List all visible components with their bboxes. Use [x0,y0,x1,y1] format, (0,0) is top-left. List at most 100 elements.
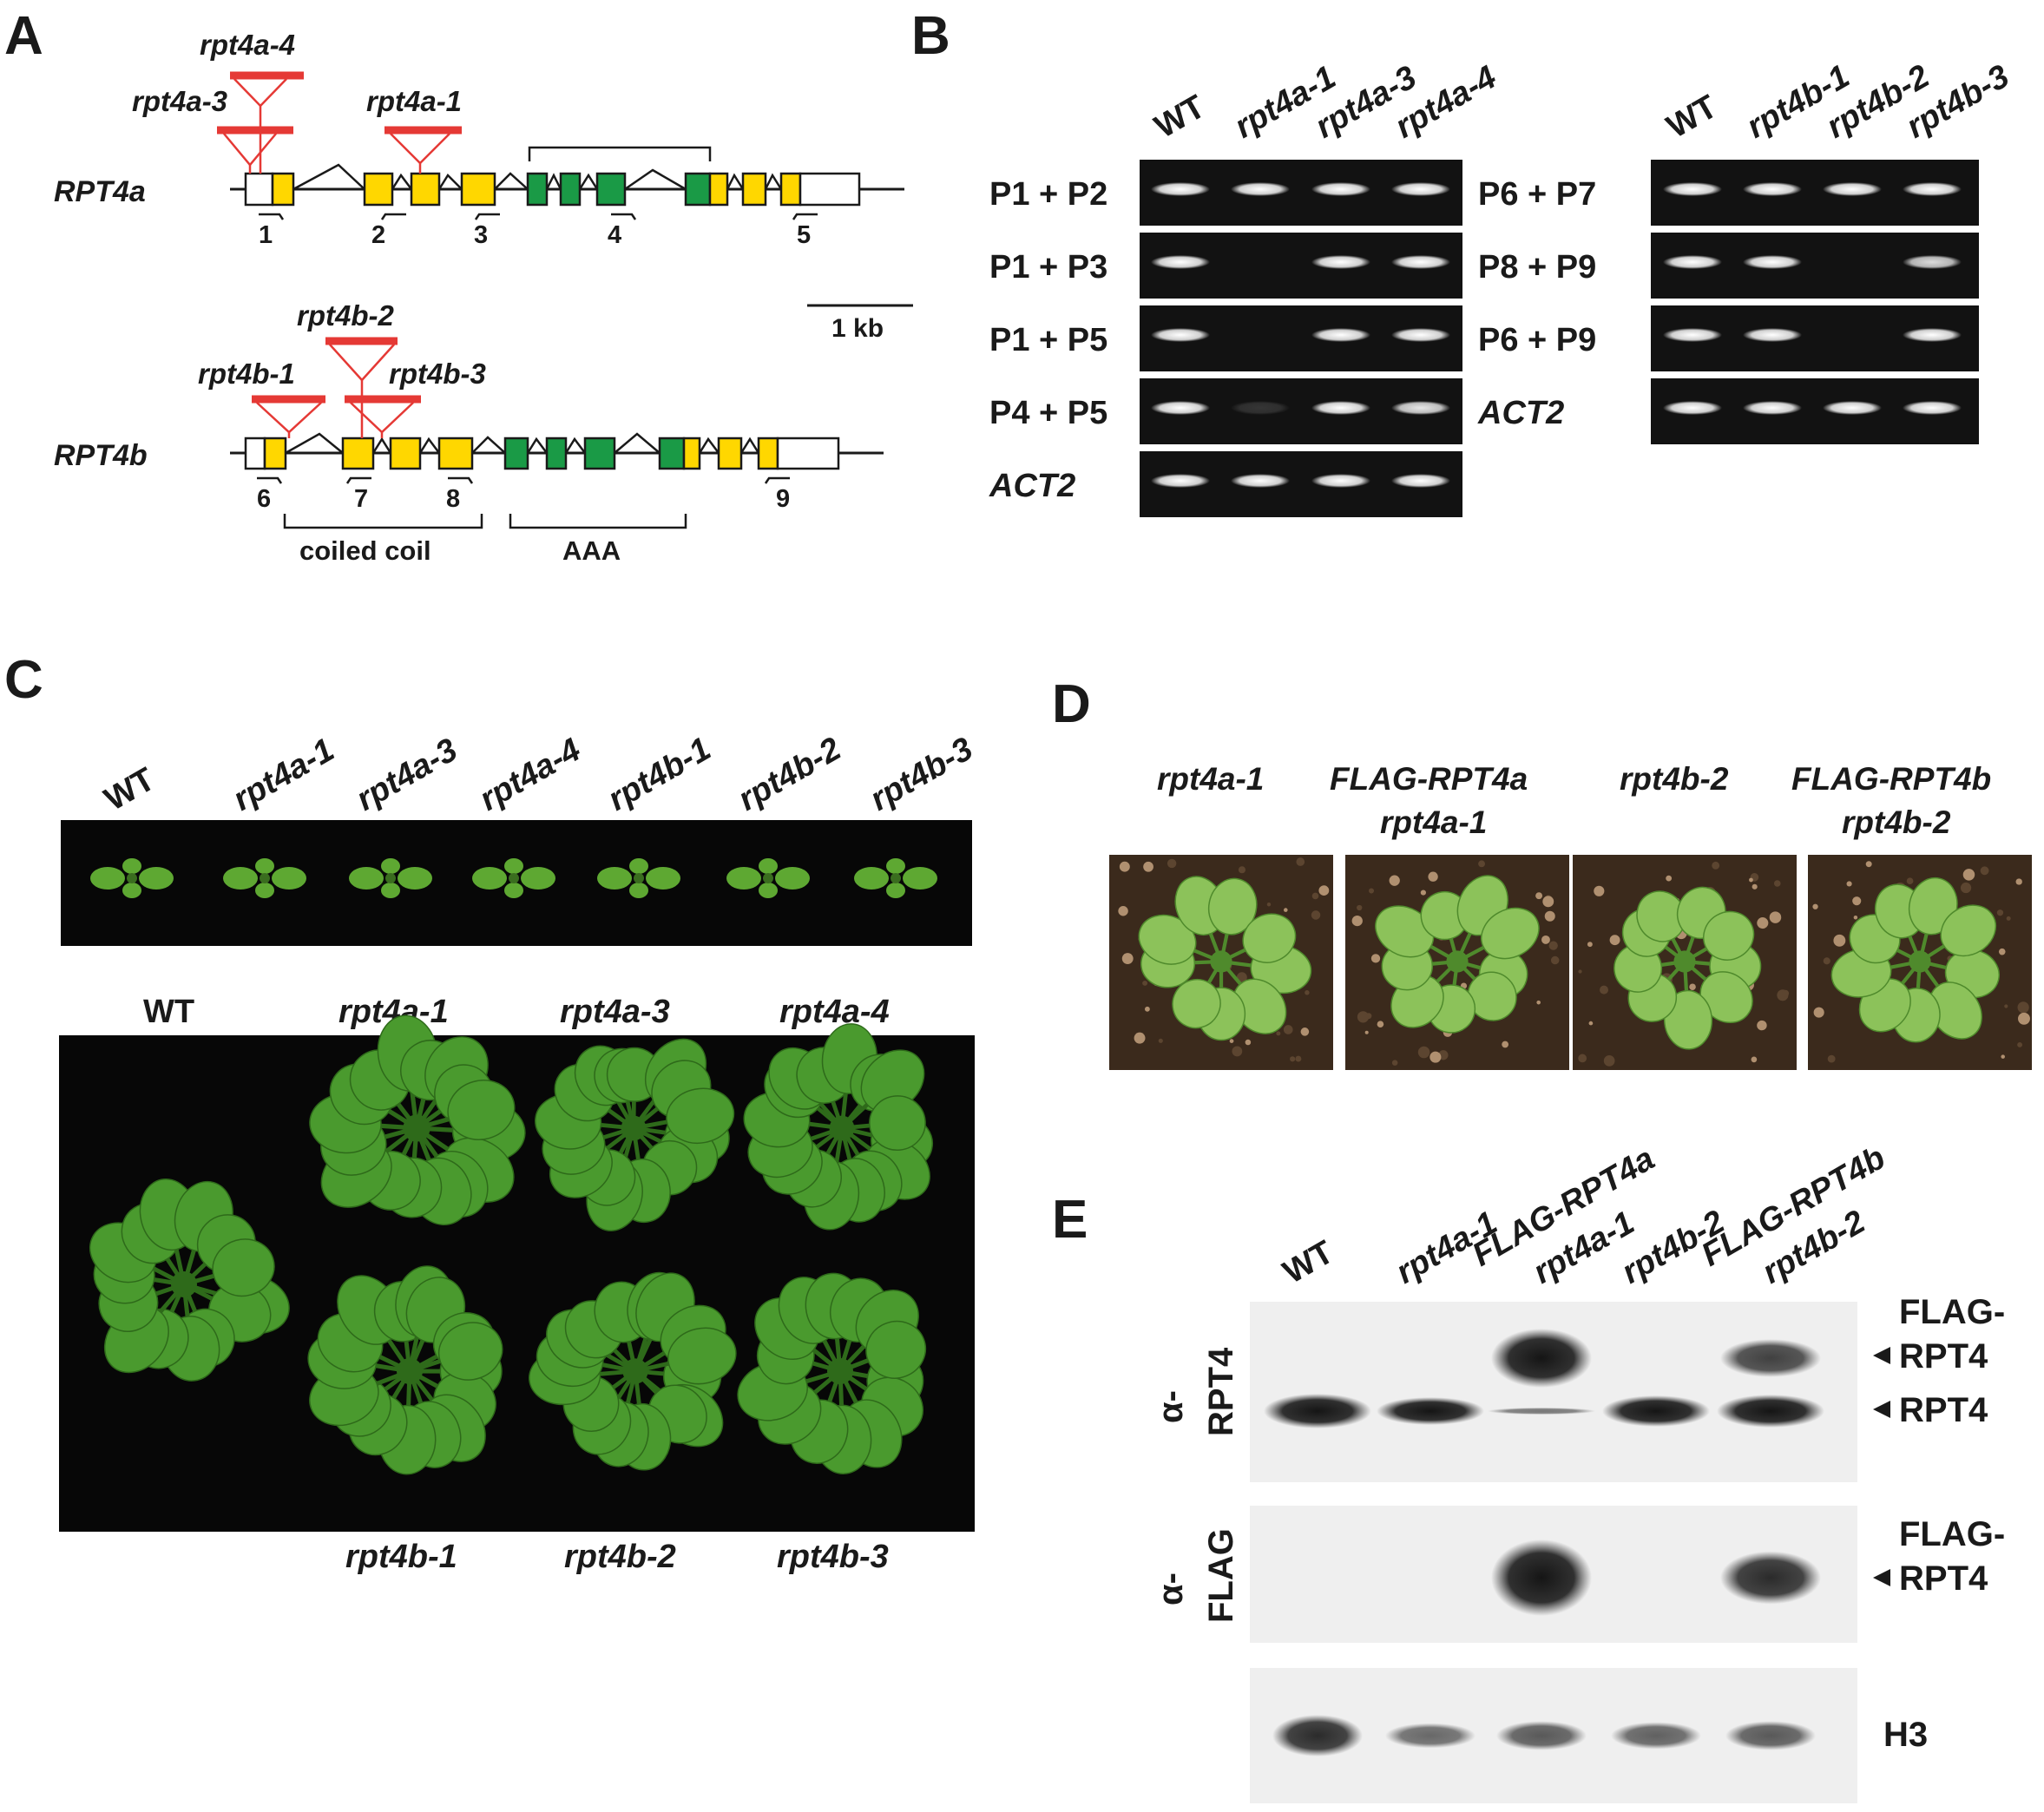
band-flag [1720,1551,1821,1605]
soil-grain [2018,1012,2030,1025]
domain-label-aaa: AAA [562,535,621,566]
primer-2: 2 [371,221,385,249]
soil-grain [1266,902,1272,907]
blot-membrane-1 [1250,1302,1857,1482]
gel-band [1391,328,1450,342]
cotyledon [759,883,778,898]
rosette-label-rpt4b-1: rpt4b-1 [345,1539,457,1575]
seedling-labels: WT rpt4a-1 rpt4a-3 rpt4a-4 rpt4b-1 rpt4b-2 rpt… [99,731,980,818]
soil-photos [1109,855,2032,1070]
seedling-0 [90,858,174,898]
primers-rpt4b [257,476,790,484]
soil-grain [1368,888,1375,894]
soil-grain [1143,861,1153,872]
soil-grain [1752,883,1758,890]
antibody-prefix-rpt4: α- [1152,1390,1190,1423]
plant [1614,886,1762,1050]
rosette-center [171,1271,197,1297]
plant-label-flag-rpt4a: FLAG-RPT4a [1330,761,1528,797]
panel-label-a: A [4,6,43,66]
soil-grain [2006,916,2011,921]
soil-grain [1318,885,1330,896]
soil-grain [1996,909,2004,916]
cotyledon [597,867,632,890]
plant [1830,876,2000,1043]
cotyledon [90,867,125,890]
cotyledon [886,858,905,874]
leaf-blade [666,1087,735,1145]
gel-left-row-label-1: P1 + P2 [989,176,1107,213]
plant-label-flag-rpt4b-bg: rpt4b-2 [1842,804,1951,840]
leaf-blade [1375,905,1435,958]
seedling-center [634,873,644,883]
arrow-rpt4 [1873,1401,1890,1418]
cotyledon [122,883,141,898]
allele-label-rpt4b-3: rpt4b-3 [389,358,486,390]
blot1-label-rpt4: RPT4 [1899,1391,1988,1429]
soil-grain [1232,1046,1243,1057]
cotyledon [381,883,400,898]
band-h3 [1385,1723,1475,1749]
plant-label-rpt4b-2: rpt4b-2 [1620,761,1729,797]
seedling-center [509,873,519,883]
blot3-label-h3: H3 [1883,1716,1928,1754]
soil-grain [1364,1030,1369,1034]
gel-band [1231,401,1290,415]
gene-model-rpt4b [230,432,884,470]
band-rpt4 [1488,1408,1595,1415]
soil-grain [1757,1020,1767,1031]
leaf-blade [1663,989,1713,1050]
seedlings [90,858,937,898]
cotyledon [472,867,507,890]
gel-left-row-label-4: P4 + P5 [989,395,1107,431]
soil-grain [1906,877,1914,884]
seedling-label-WT: WT [99,761,161,818]
rosette-center [1909,950,1931,973]
soil-grain [1420,890,1426,896]
gene-name-rpt4b: RPT4b [54,439,148,472]
soil-grain [1823,957,1830,965]
soil-grain [1827,1054,1836,1063]
band-rpt4 [1602,1395,1710,1427]
gel-band [1151,401,1210,415]
rosette-2 [535,1038,735,1231]
gel-band [1743,255,1802,269]
arrow-flag-rpt4-2 [1873,1569,1890,1586]
soil-grain [1391,1060,1398,1066]
gel-band [1743,182,1802,196]
soil-grain [1813,1007,1824,1018]
soil-grain [2004,1004,2008,1008]
primer-1: 1 [259,221,273,249]
gel-band [1391,401,1450,415]
leaf [633,1087,735,1145]
gel-band [1231,474,1290,488]
seedling-5 [726,858,810,898]
seedling-label-rpt4a-1: rpt4a-1 [227,732,341,818]
gel-band [1823,401,1882,415]
cotyledon [122,858,141,874]
cotyledon [381,858,400,874]
cotyledon [398,867,432,890]
soil-grain [1757,917,1769,929]
gel-band [1903,255,1962,269]
soil-photo-2 [1345,855,1569,1070]
cotyledon [629,858,648,874]
soil-grain [1134,1032,1146,1044]
antibody-label-rpt4: RPT4 [1202,1347,1240,1436]
soil-grain [1357,1011,1370,1023]
leaf [183,1238,275,1297]
soil-grain [1290,1056,1296,1062]
soil-grain [1550,955,1560,965]
seedling-center [891,873,901,883]
soil-grain [1295,1055,1302,1062]
rosette-label-rpt4a-3: rpt4a-3 [560,994,670,1030]
cotyledon [854,867,889,890]
soil-grain [1544,910,1555,922]
rosette-center [621,1115,647,1141]
primer-9: 9 [776,485,790,513]
gel-band [1231,182,1290,196]
rosette-0 [89,1178,290,1382]
panel-label-c: C [4,650,43,710]
gel-band [1903,182,1962,196]
